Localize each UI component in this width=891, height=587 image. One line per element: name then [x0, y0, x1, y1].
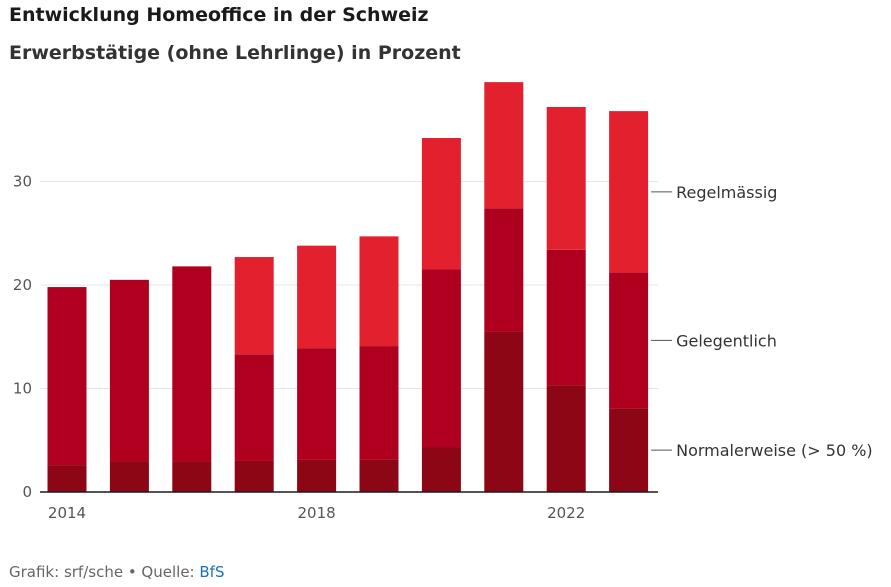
bar-segment	[359, 236, 399, 347]
x-tick-label: 2014	[48, 504, 86, 522]
bar-segment	[609, 111, 649, 273]
y-tick-label: 10	[13, 380, 32, 398]
y-tick-label: 30	[13, 173, 32, 191]
bar-segment	[234, 354, 274, 461]
bar-segment	[484, 331, 524, 492]
x-axis-ticks: 2014 2018 2022	[48, 504, 585, 522]
y-axis-ticks: 0 10 20 30	[13, 173, 32, 502]
bar-segment	[609, 272, 649, 409]
bar-segment	[484, 208, 524, 332]
bars	[47, 82, 649, 492]
bar-segment	[47, 287, 87, 466]
chart-title: Entwicklung Homeoffice in der Schweiz	[9, 4, 429, 26]
legend-label: Regelmässig	[676, 183, 777, 202]
bar-segment	[546, 249, 586, 386]
chart-subtitle: Erwerbstätige (ohne Lehrlinge) in Prozen…	[9, 42, 461, 64]
y-tick-label: 0	[22, 483, 32, 501]
bar-segment	[297, 348, 337, 460]
source-link[interactable]: BfS	[199, 563, 225, 581]
x-tick-label: 2022	[547, 504, 585, 522]
bar-segment	[546, 106, 586, 250]
bar-segment	[359, 346, 399, 460]
credit-text: Grafik: srf/sche • Quelle:	[9, 563, 200, 581]
bar-segment	[47, 465, 87, 492]
footer-credit: Grafik: srf/sche • Quelle: BfS	[9, 563, 224, 581]
y-tick-label: 20	[13, 276, 32, 294]
bar-segment	[172, 461, 212, 492]
bar-segment	[421, 138, 461, 270]
bar-segment	[297, 245, 337, 349]
bar-segment	[109, 279, 149, 462]
bar-segment	[234, 460, 274, 492]
bar-segment	[421, 269, 461, 448]
bar-segment	[172, 266, 212, 462]
bar-segment	[546, 385, 586, 492]
bar-segment	[484, 82, 524, 209]
bar-segment	[609, 408, 649, 492]
legend-label: Gelegentlich	[676, 331, 777, 350]
bar-segment	[421, 447, 461, 492]
bar-segment	[234, 257, 274, 355]
legend-label: Normalerweise (> 50 %)	[676, 441, 873, 460]
bar-segment	[359, 459, 399, 492]
x-tick-label: 2018	[298, 504, 336, 522]
bar-segment	[297, 459, 337, 492]
legend: Normalerweise (> 50 %) Gelegentlich Regelm…	[651, 183, 873, 460]
bar-segment	[109, 461, 149, 492]
